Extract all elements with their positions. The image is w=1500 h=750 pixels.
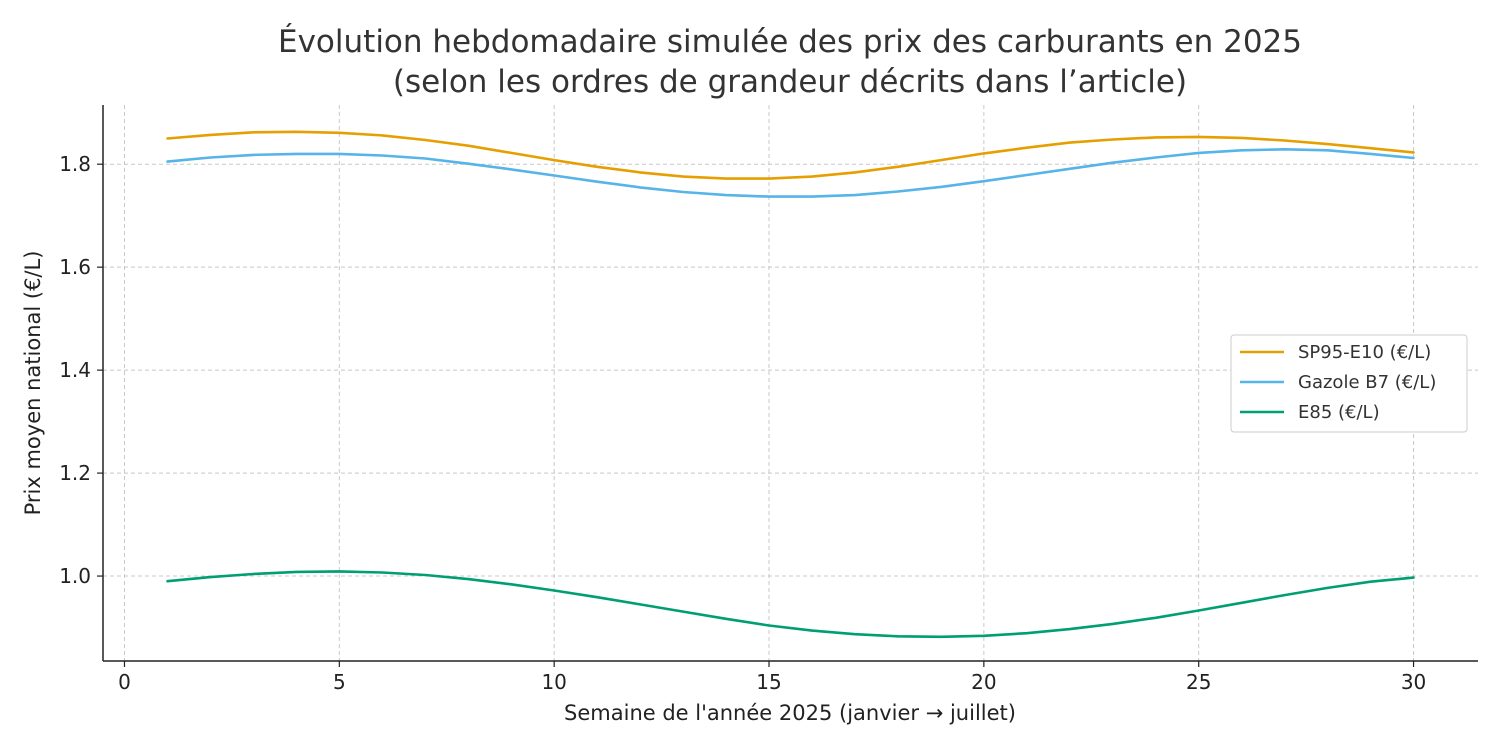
legend-label-2: E85 (€/L) (1298, 402, 1380, 423)
series-line-1 (166, 148, 1415, 198)
y-tick-label: 1.4 (59, 358, 91, 382)
ticks: 0 5 10 15 20 25 30 1.0 1.2 1.4 1.6 1.8 (59, 152, 1426, 694)
x-tick-label: 30 (1401, 670, 1426, 694)
x-tick-label: 5 (333, 670, 346, 694)
x-tick-label: 0 (118, 670, 131, 694)
x-tick-label: 15 (756, 670, 781, 694)
series-line-0 (166, 130, 1415, 180)
axes (102, 105, 1478, 662)
y-tick-label: 1.2 (59, 461, 91, 485)
x-axis-label: Semaine de l'année 2025 (janvier → juill… (564, 701, 1016, 725)
y-tick-label: 1.6 (59, 255, 91, 279)
series-line-2 (166, 570, 1415, 639)
legend-box (1230, 334, 1468, 433)
legend-label-0: SP95-E10 (€/L) (1298, 342, 1431, 363)
x-tick-label: 20 (971, 670, 996, 694)
legend-label-1: Gazole B7 (€/L) (1298, 372, 1436, 393)
y-tick-label: 1.8 (59, 152, 91, 176)
legend: SP95-E10 (€/L) Gazole B7 (€/L) E85 (€/L) (1230, 334, 1468, 433)
x-tick-label: 10 (541, 670, 566, 694)
chart-title-line-2: (selon les ordres de grandeur décrits da… (393, 64, 1187, 100)
y-tick-label: 1.0 (59, 564, 91, 588)
y-axis-label: Prix moyen national (€/L) (21, 251, 45, 516)
chart-title-line-1: Évolution hebdomadaire simulée des prix … (278, 24, 1302, 60)
series-lines (166, 130, 1415, 639)
x-tick-label: 25 (1186, 670, 1211, 694)
